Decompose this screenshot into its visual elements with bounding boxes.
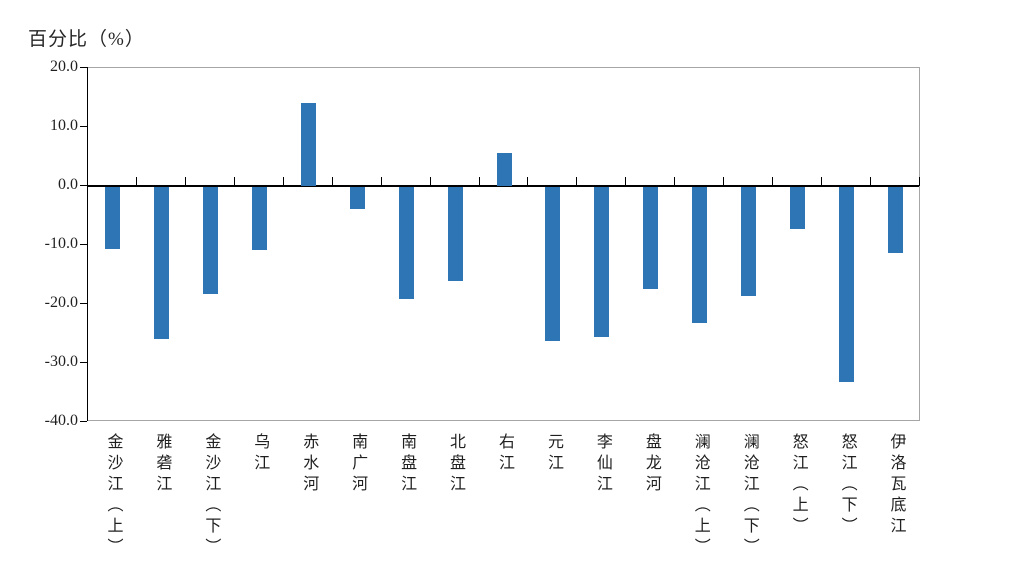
y-axis-tick [80,302,87,304]
chart-bar [398,186,414,299]
x-axis-tick [870,177,872,186]
x-axis-tick [576,177,578,186]
x-axis-tick [919,177,920,186]
x-axis-category-label: 盘龙河 [642,433,660,496]
x-axis-tick [380,177,382,186]
y-axis-tick [80,361,87,363]
plot-area [88,67,920,421]
chart-bar [300,103,316,186]
x-axis-category-label: 南广河 [349,433,367,496]
x-axis-tick [527,177,529,186]
x-axis-category-label: 乌江 [251,433,269,475]
y-axis-tick-label: 0.0 [58,176,78,193]
x-axis-tick [233,177,235,186]
y-axis-tick-label: 10.0 [50,117,78,134]
y-axis-line [86,67,88,421]
chart-bar [692,186,708,324]
y-axis-tick [80,125,87,127]
y-axis-title: 百分比（%） [28,29,145,50]
y-axis-tick-label: -30.0 [44,353,78,370]
x-axis-category-label: 北盘江 [447,433,465,496]
x-axis-category-label: 李仙江 [593,433,611,496]
chart-bar [545,186,561,341]
y-axis-tick-label: -10.0 [44,235,78,252]
chart-bar [496,152,512,186]
chart-bar [153,186,169,339]
x-axis-category-label: 赤水河 [300,433,318,496]
x-axis-category-label: 右江 [496,433,513,475]
x-axis-category-label: 澜沧江（上） [691,433,709,559]
chart-bar [447,186,463,282]
y-axis-tick [80,420,87,422]
x-axis-category-label: 金沙江（上） [104,433,122,559]
x-axis-tick [135,177,137,186]
x-axis-category-label: 元江 [544,433,562,475]
chart-bar [349,186,365,209]
x-axis-tick [184,177,186,186]
chart-bar [643,186,659,290]
x-axis-tick [331,177,333,186]
y-axis-tick-label: 20.0 [50,58,78,75]
y-axis-tick [80,184,87,186]
y-axis-tick-label: -40.0 [44,412,78,429]
x-axis-tick [821,177,823,186]
x-axis-category-label: 雅砻江 [153,433,171,496]
x-axis-tick [772,177,774,186]
chart-bar [251,186,267,250]
x-axis-category-label: 伊洛瓦底江 [887,433,905,538]
x-axis-category-label: 澜沧江（下） [740,433,758,559]
chart-bar [741,186,757,297]
x-axis-tick [674,177,676,186]
x-axis-category-label: 怒江（上） [789,433,807,538]
chart-bar [790,186,806,229]
chart-bar [888,186,904,253]
x-axis-tick [723,177,725,186]
x-axis-tick [282,177,284,186]
y-axis-tick [80,66,87,68]
chart-bar [202,186,218,295]
chart-bar [839,186,855,383]
x-axis-category-label: 南盘江 [398,433,416,496]
chart-bar [104,186,120,250]
x-axis-tick [429,177,431,186]
x-axis-tick [625,177,627,186]
chart-bar [594,186,610,337]
zero-baseline [88,185,919,187]
y-axis-tick [80,243,87,245]
x-axis-category-label: 金沙江（下） [202,433,220,559]
y-axis-tick-label: -20.0 [44,294,78,311]
x-axis-category-label: 怒江（下） [838,433,856,538]
x-axis-tick [478,177,480,186]
